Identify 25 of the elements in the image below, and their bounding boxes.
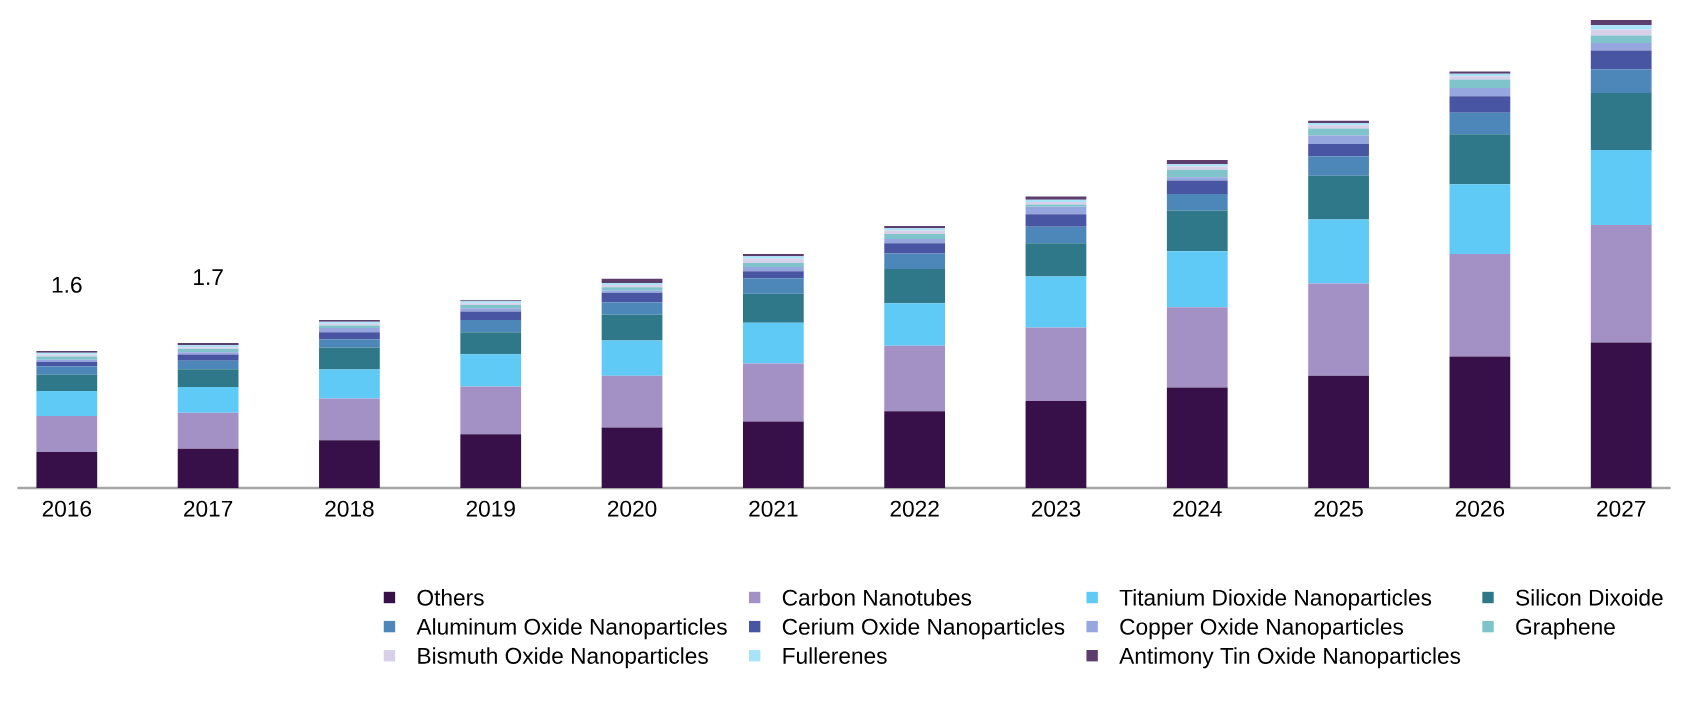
annotation: 1.7 — [194, 269, 223, 286]
legend-label: Carbon Nanotubes — [782, 589, 972, 606]
x-tick-label: 2021 — [749, 500, 798, 517]
x-tick-label: 2016 — [42, 500, 92, 517]
legend-label: Copper Oxide Nanoparticles — [1120, 618, 1404, 640]
legend-label: Aluminum Oxide Nanoparticles — [416, 618, 727, 640]
x-tick-label: 2020 — [607, 500, 657, 517]
x-tick-label: 2027 — [1597, 500, 1646, 517]
legend-label: Silicon Dixoide — [1516, 589, 1663, 606]
legend-label: Bismuth Oxide Nanoparticles — [418, 647, 708, 669]
x-tick-label: 2022 — [890, 500, 939, 517]
x-tick-label: 2018 — [325, 500, 374, 517]
legend-label: Titanium Dioxide Nanoparticles — [1119, 589, 1432, 611]
x-tick-label: 2025 — [1314, 500, 1363, 517]
x-tick-label: 2024 — [1173, 500, 1222, 517]
legend-label: Fullerenes — [783, 647, 887, 665]
legend-label: Antimony Tin Oxide Nanoparticles — [1119, 647, 1461, 669]
annotation: 1.6 — [52, 276, 82, 294]
legend-label: Graphene — [1516, 618, 1615, 640]
x-tick-label: 2019 — [466, 500, 515, 517]
x-tick-label: 2026 — [1455, 500, 1505, 517]
legend-label: Others — [417, 589, 484, 606]
legend-label: Cerium Oxide Nanoparticles — [782, 618, 1065, 640]
x-tick-label: 2023 — [1031, 500, 1081, 517]
x-tick-label: 2017 — [184, 500, 233, 517]
